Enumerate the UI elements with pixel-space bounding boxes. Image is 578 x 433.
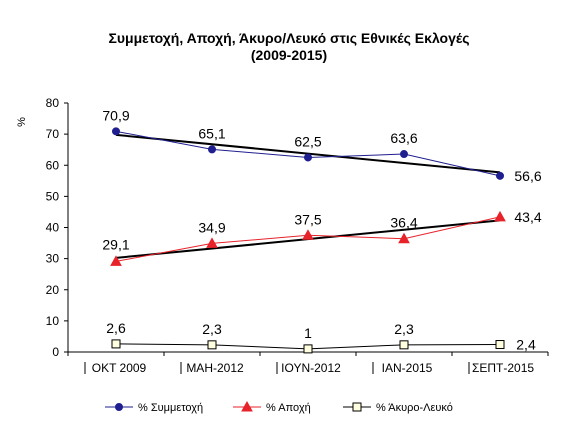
y-tick-label: 80 (46, 96, 60, 110)
chart-axes: 0 10 20 30 40 50 60 70 80% ΟΚΤ 2009 ΜΑΗ-2012 ΙΟΥΝ-2… (16, 96, 549, 375)
chart-title-line-1: Συμμετοχή, Αποχή, Άκυρο/Λευκό στις Εθνικ… (108, 30, 470, 46)
data-label: 62,5 (294, 133, 321, 149)
data-point (398, 232, 410, 244)
legend-marker (241, 400, 253, 412)
data-labels: 70,9 65,1 62,5 63,6 56,6 29,1 34,9 37,5 36,4 43,4… (102, 107, 541, 352)
y-tick-label: 10 (46, 314, 60, 328)
data-label: 2,4 (516, 337, 536, 353)
chart-legend: % Συμμετοχή % Αποχή % Άκυρο-Λευκό (105, 400, 453, 414)
x-tick-label: ΙΑΝ-2015 (382, 361, 433, 375)
data-point (400, 150, 408, 159)
data-label: 43,4 (514, 209, 541, 225)
y-tick-label: 0 (52, 345, 59, 359)
data-label: 34,9 (198, 219, 225, 235)
legend-label: % Συμμετοχή (138, 402, 203, 414)
data-point (496, 171, 504, 180)
y-tick-label: 20 (46, 283, 60, 297)
data-point (304, 153, 312, 162)
y-axis-label: % (16, 117, 28, 127)
data-label: 1 (304, 325, 312, 341)
data-point (207, 340, 217, 350)
data-label: 2,3 (394, 321, 414, 337)
data-label: 70,9 (102, 107, 129, 123)
data-point (495, 340, 505, 350)
data-point (111, 339, 121, 349)
legend-label: % Αποχή (266, 402, 311, 414)
chart-title: Συμμετοχή, Αποχή, Άκυρο/Λευκό στις Εθνικ… (0, 30, 578, 64)
data-label: 29,1 (102, 236, 129, 252)
x-tick-label: ΜΑΗ-2012 (186, 361, 244, 375)
y-tick-label: 40 (46, 221, 60, 235)
data-point (303, 344, 313, 354)
x-tick-label: ΙΟΥΝ-2012 (281, 361, 341, 375)
chart-title-line-2: (2009-2015) (250, 47, 328, 63)
y-tick-label: 50 (46, 189, 60, 203)
data-point (302, 229, 314, 240)
data-point (206, 237, 218, 248)
data-label: 2,3 (202, 321, 222, 337)
legend-label: % Άκυρο-Λευκό (376, 402, 453, 414)
data-label: 63,6 (390, 130, 417, 146)
y-tick-label: 70 (46, 127, 60, 141)
y-tick-label: 60 (46, 158, 60, 172)
x-tick-label: ΟΚΤ 2009 (92, 361, 147, 375)
data-point (494, 210, 506, 222)
series-markers (110, 127, 506, 354)
data-point (208, 145, 216, 154)
y-tick-label: 30 (46, 252, 60, 266)
data-point (110, 255, 122, 266)
legend-marker (115, 403, 123, 411)
data-label: 2,6 (106, 320, 126, 336)
data-label: 56,6 (514, 168, 541, 184)
data-point (399, 340, 409, 350)
x-tick-label: ΣΕΠΤ-2015 (472, 361, 534, 375)
data-point (112, 127, 120, 136)
data-label: 65,1 (198, 125, 225, 141)
data-label: 36,4 (390, 215, 417, 231)
data-label: 37,5 (294, 211, 321, 227)
legend-marker (352, 402, 362, 412)
